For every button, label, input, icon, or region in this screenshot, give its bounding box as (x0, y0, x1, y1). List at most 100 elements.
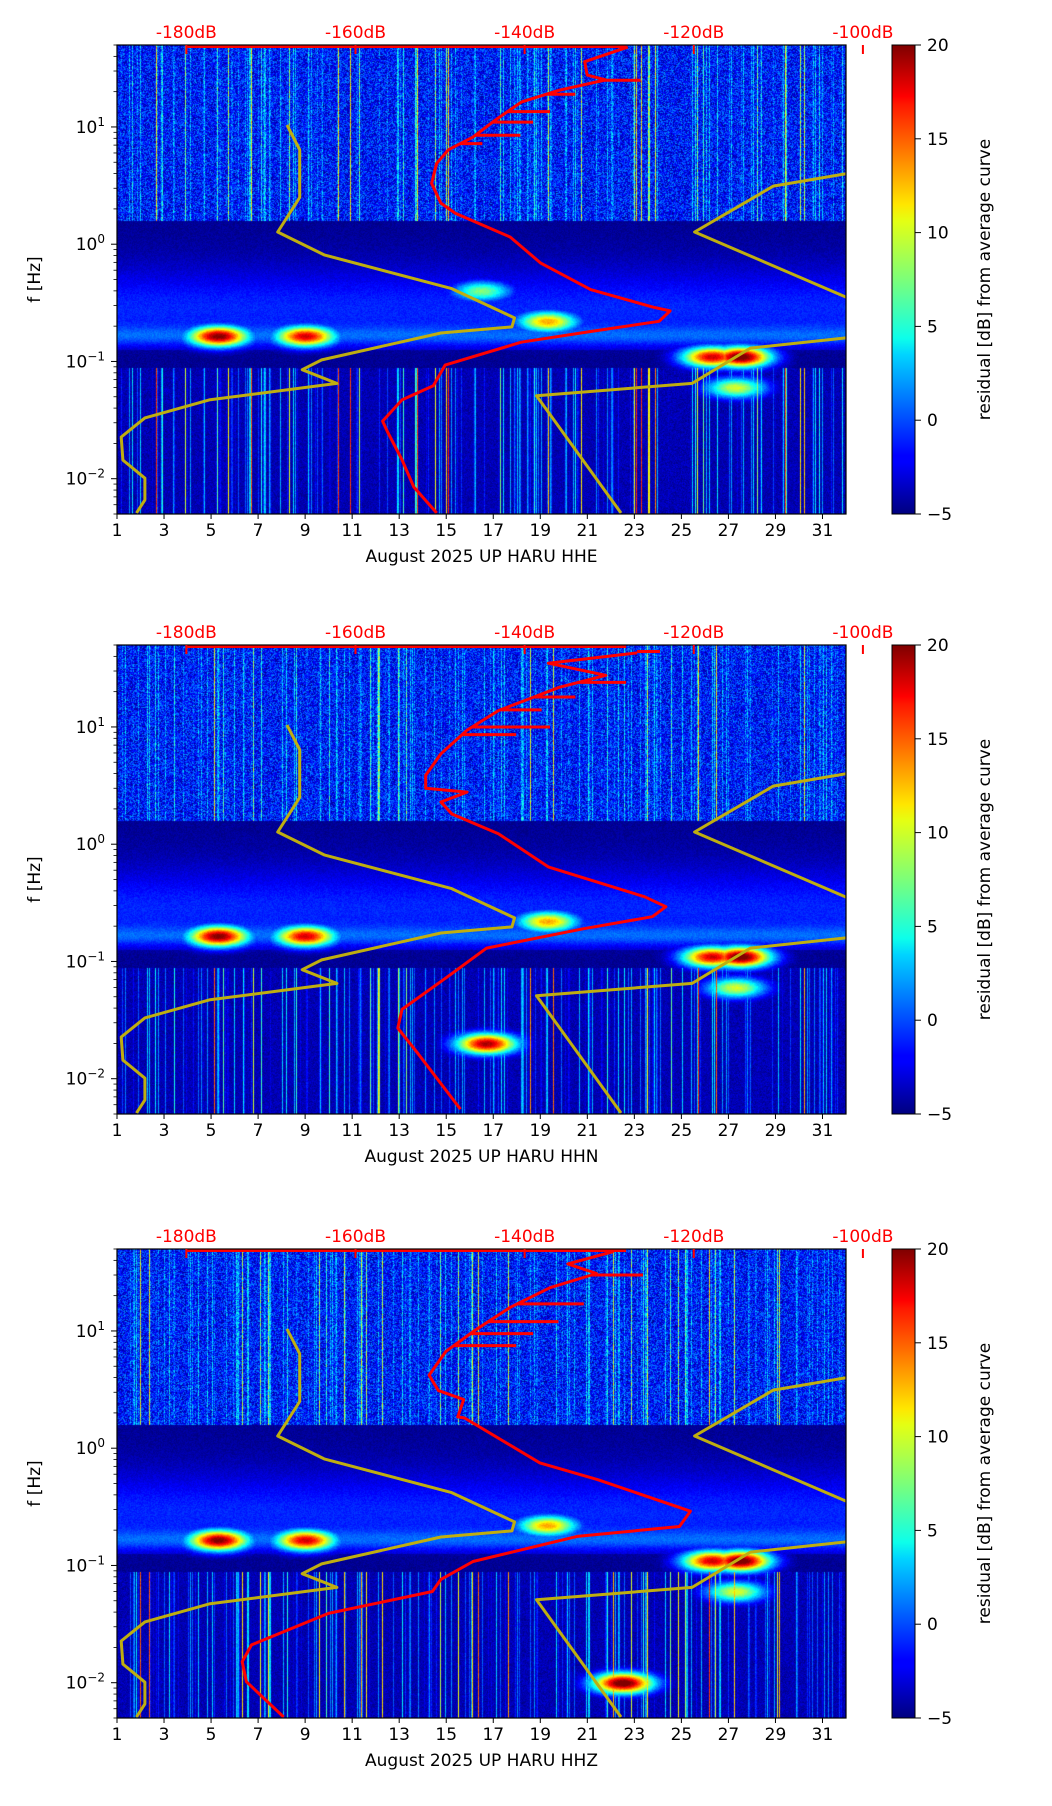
y-tick-base: 10 (76, 1439, 98, 1459)
colorbar-tick-label: 10 (927, 224, 949, 244)
x-tick-label: 31 (812, 1725, 834, 1745)
y-tick-label: 101 (76, 115, 105, 138)
colorbar-tick-label: 15 (927, 1334, 949, 1354)
high-noise-model-line (535, 772, 846, 1114)
x-tick-label: 23 (624, 1121, 646, 1141)
x-tick-label: 23 (624, 1725, 646, 1745)
db-tick-label: -160dB (325, 623, 386, 643)
x-tick-label: 27 (718, 521, 740, 541)
db-tick-label: -160dB (325, 23, 386, 43)
low-noise-model-line (119, 124, 516, 514)
curves (119, 45, 846, 514)
x-tick-label: 19 (529, 521, 551, 541)
y-tick-label: 100 (76, 232, 105, 255)
x-tick-label: 11 (341, 521, 363, 541)
x-tick-label: 9 (300, 521, 311, 541)
x-tick-label: 17 (482, 1725, 504, 1745)
high-noise-model-line (535, 172, 846, 514)
x-tick-label: 19 (529, 1725, 551, 1745)
x-axis-label: August 2025 UP HARU HHZ (365, 1751, 598, 1771)
average-psd-line (381, 45, 672, 514)
colorbar (891, 44, 916, 515)
x-tick-label: 3 (159, 1121, 170, 1141)
x-tick-label: 9 (300, 1725, 311, 1745)
db-tick-label: -100dB (832, 1227, 893, 1247)
x-tick-label: 9 (300, 1121, 311, 1141)
x-tick-label: 7 (253, 521, 264, 541)
y-tick-exponent: 0 (97, 1436, 105, 1450)
y-tick-exponent: −2 (87, 1067, 105, 1081)
curves (119, 645, 846, 1114)
x-tick-label: 29 (765, 1725, 787, 1745)
x-tick-label: 3 (159, 521, 170, 541)
y-tick-label: 10−1 (66, 349, 105, 372)
db-tick-label: -100dB (832, 623, 893, 643)
x-tick-label: 13 (388, 521, 410, 541)
colorbar-tick-label: 0 (927, 1615, 938, 1635)
colorbar-tick-label: 20 (927, 1240, 949, 1260)
y-tick-label: 10−2 (66, 1067, 105, 1090)
y-tick-label: 100 (76, 832, 105, 855)
colorbar-tick-label: −5 (927, 505, 952, 525)
y-tick-label: 101 (76, 1319, 105, 1342)
colorbar-tick-label: 15 (927, 730, 949, 750)
y-tick-label: 10−2 (66, 1671, 105, 1694)
spectrogram-image (117, 645, 846, 1114)
colorbar-tick-label: 0 (927, 1011, 938, 1031)
low-noise-model-line (119, 724, 516, 1114)
x-axis-label: August 2025 UP HARU HHE (365, 547, 597, 567)
x-tick-label: 13 (388, 1725, 410, 1745)
y-tick-exponent: −1 (87, 349, 105, 363)
y-tick-label: 10−1 (66, 949, 105, 972)
x-tick-label: 1 (112, 1121, 123, 1141)
x-tick-label: 5 (206, 1725, 217, 1745)
x-tick-label: 21 (577, 1725, 599, 1745)
x-tick-label: 25 (671, 1725, 693, 1745)
curves (119, 1249, 846, 1718)
spectrogram-image (117, 45, 846, 514)
x-tick-label: 21 (577, 521, 599, 541)
y-tick-exponent: 1 (97, 1319, 105, 1333)
y-tick-base: 10 (66, 1070, 88, 1090)
y-tick-base: 10 (66, 1674, 88, 1694)
y-tick-base: 10 (66, 470, 88, 490)
x-tick-label: 25 (671, 1121, 693, 1141)
colorbar-tick-label: 20 (927, 636, 949, 656)
x-tick-label: 3 (159, 1725, 170, 1745)
colorbar-tick-label: −5 (927, 1105, 952, 1125)
y-tick-base: 10 (76, 718, 98, 738)
x-tick-label: 5 (206, 1121, 217, 1141)
colorbar (891, 644, 916, 1115)
x-tick-label: 7 (253, 1725, 264, 1745)
db-tick-label: -180dB (156, 623, 217, 643)
db-tick-label: -100dB (832, 23, 893, 43)
y-tick-base: 10 (76, 835, 98, 855)
x-tick-label: 17 (482, 521, 504, 541)
y-axis-label: f [Hz] (25, 256, 45, 302)
x-tick-label: 7 (253, 1121, 264, 1141)
x-tick-label: 15 (435, 1725, 457, 1745)
colorbar-tick-label: 5 (927, 317, 938, 337)
colorbar-label: residual [dB] from average curve (975, 139, 995, 420)
high-noise-model-line (535, 1376, 846, 1718)
db-tick-label: -160dB (325, 1227, 386, 1247)
y-tick-label: 10−1 (66, 1553, 105, 1576)
colorbar-tick-label: 0 (927, 411, 938, 431)
y-tick-label: 10−2 (66, 467, 105, 490)
db-tick-label: -140dB (494, 623, 555, 643)
y-tick-base: 10 (66, 952, 88, 972)
y-tick-exponent: −1 (87, 949, 105, 963)
x-tick-label: 5 (206, 521, 217, 541)
x-tick-label: 13 (388, 1121, 410, 1141)
y-tick-exponent: 1 (97, 115, 105, 129)
colorbar (891, 1248, 916, 1719)
db-tick-label: -120dB (663, 23, 724, 43)
colorbar-tick-label: 20 (927, 36, 949, 56)
y-tick-exponent: 1 (97, 715, 105, 729)
y-tick-base: 10 (76, 1322, 98, 1342)
x-tick-label: 27 (718, 1725, 740, 1745)
y-tick-base: 10 (76, 235, 98, 255)
x-tick-label: 15 (435, 521, 457, 541)
